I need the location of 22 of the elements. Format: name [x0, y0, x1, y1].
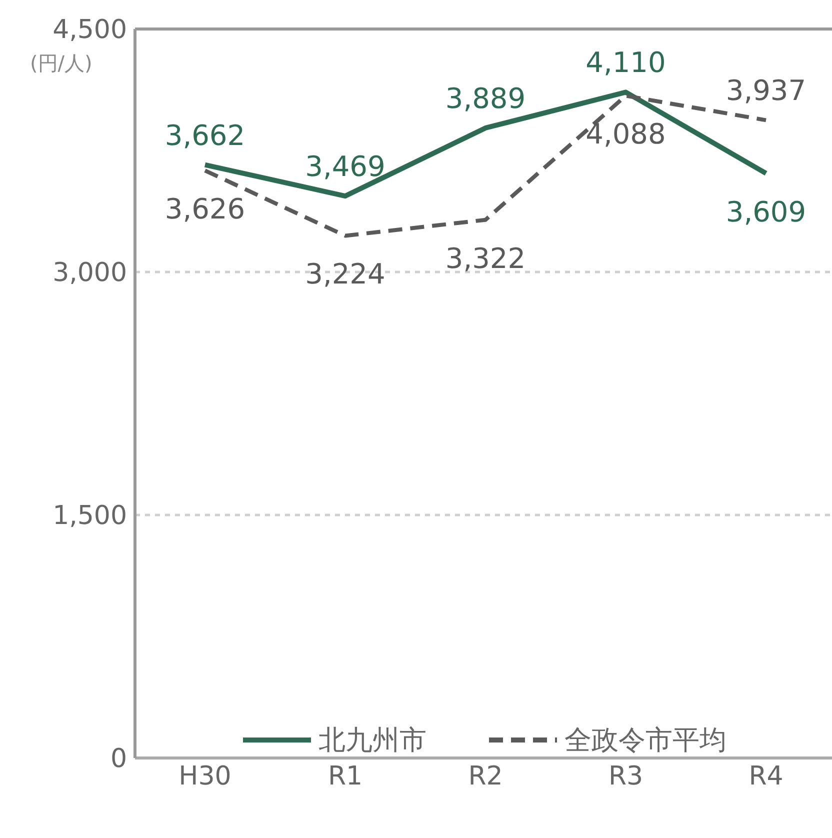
x-tick-label: R3 — [608, 761, 644, 792]
x-tick-label: H30 — [178, 761, 232, 792]
data-label: 3,662 — [164, 118, 246, 152]
y-axis-title: (円/人) — [30, 50, 92, 77]
data-label: 4,110 — [586, 46, 666, 80]
legend-label: 北九州市 — [318, 724, 426, 758]
x-tick-label: R4 — [748, 761, 784, 792]
legend-label: 全政令市平均 — [564, 724, 726, 758]
data-label: 3,322 — [445, 242, 526, 275]
data-label: 3,626 — [164, 192, 246, 226]
x-tick-label: R1 — [328, 761, 363, 792]
y-tick-label: 4,500 — [52, 15, 127, 46]
data-label: 3,889 — [445, 82, 526, 115]
data-label: 3,224 — [305, 258, 386, 291]
x-tick-label: R2 — [468, 761, 503, 792]
y-tick-label: 1,500 — [52, 501, 127, 532]
data-label: 3,609 — [726, 195, 806, 228]
y-tick-label: 0 — [110, 744, 127, 774]
data-label: 3,469 — [305, 150, 386, 184]
data-label: 3,937 — [726, 74, 806, 108]
data-label: 4,088 — [586, 118, 666, 151]
y-tick-label: 3,000 — [52, 258, 127, 288]
